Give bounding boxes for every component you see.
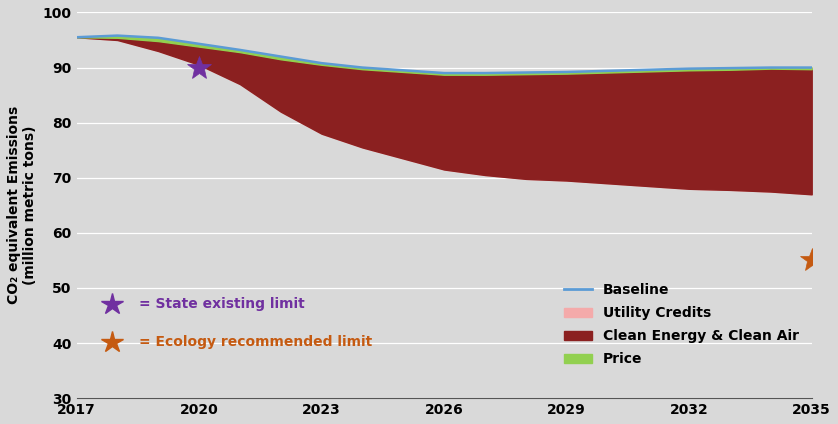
- Text: = State existing limit: = State existing limit: [139, 297, 305, 311]
- Y-axis label: CO₂ equivalent Emissions
(million metric tons): CO₂ equivalent Emissions (million metric…: [7, 106, 37, 304]
- Legend: Baseline, Utility Credits, Clean Energy & Clean Air, Price: Baseline, Utility Credits, Clean Energy …: [559, 278, 804, 372]
- Text: = Ecology recommended limit: = Ecology recommended limit: [139, 335, 372, 349]
